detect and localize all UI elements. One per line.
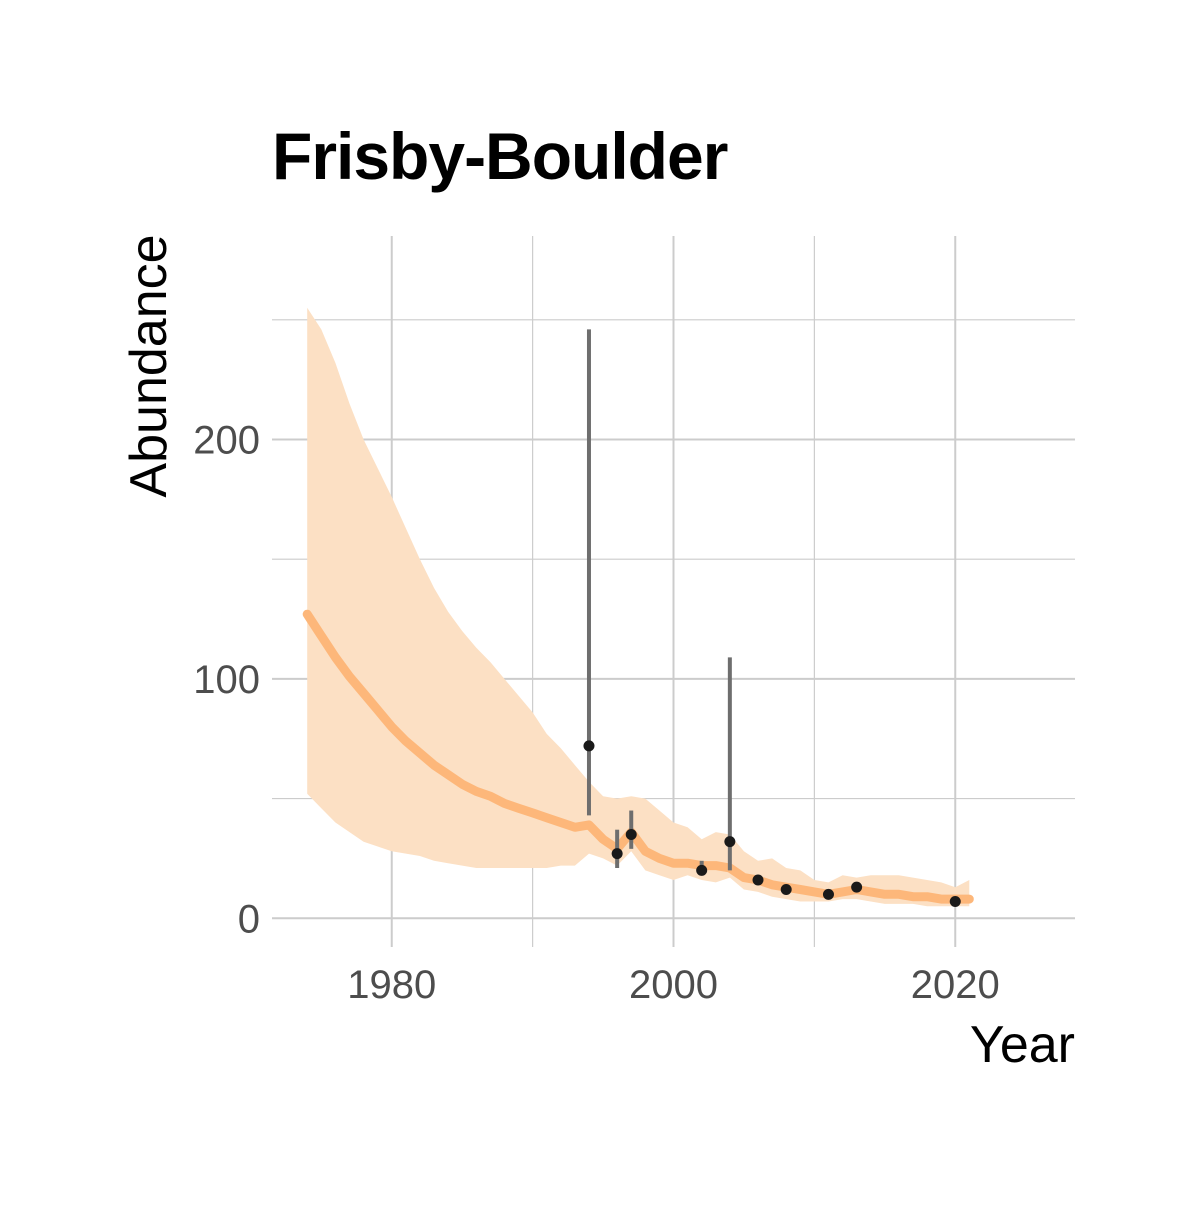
confidence-band-layer	[307, 307, 970, 907]
observation-point	[780, 884, 792, 896]
y-tick-label: 200	[193, 418, 260, 462]
observation-point	[851, 881, 863, 893]
observation-point	[583, 740, 595, 752]
y-tick-label: 100	[193, 658, 260, 702]
observation-point	[724, 836, 736, 848]
error-bar-layer	[586, 329, 732, 876]
y-tick-label: 0	[238, 897, 260, 941]
y-axis-title: Abundance	[120, 234, 178, 497]
observation-point	[611, 848, 623, 860]
x-axis-title: Year	[970, 1016, 1075, 1074]
x-tick-label: 1980	[347, 963, 436, 1007]
chart-title: Frisby-Boulder	[272, 119, 728, 193]
observation-point	[949, 896, 961, 908]
x-tick-label: 2000	[629, 963, 718, 1007]
tick-label-layer: 1980 2000 2020 0 100 200	[193, 418, 999, 1007]
observation-point	[752, 874, 764, 886]
confidence-band	[307, 307, 970, 907]
observation-point	[822, 888, 834, 900]
observation-point	[625, 828, 637, 840]
x-tick-label: 2020	[911, 963, 1000, 1007]
observation-point-layer	[583, 740, 961, 908]
observation-point	[696, 864, 708, 876]
